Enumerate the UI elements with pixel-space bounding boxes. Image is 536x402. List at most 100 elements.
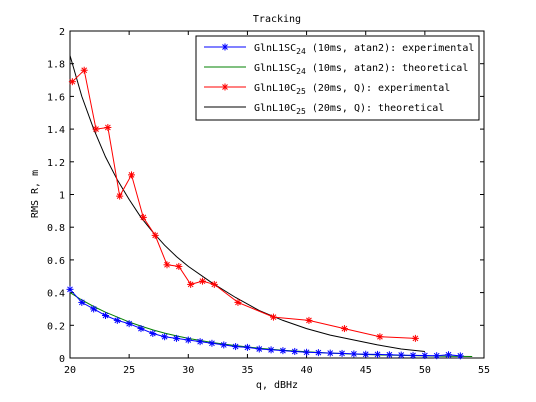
data-point <box>397 351 405 359</box>
x-tick-label: 25 <box>123 365 135 376</box>
data-point <box>385 351 393 359</box>
legend-label: GlnL10C25 (20ms, Q): theoretical <box>254 103 444 116</box>
data-point <box>187 280 195 288</box>
series-line <box>69 288 461 357</box>
legend-label-main: GlnL1SC <box>254 63 296 74</box>
legend-box <box>195 35 480 121</box>
data-point <box>291 347 299 355</box>
data-point <box>151 231 159 239</box>
data-point <box>210 280 218 288</box>
data-point <box>314 349 322 357</box>
data-point <box>350 350 358 358</box>
data-point <box>433 352 441 360</box>
legend-label-rest: (20ms, Q): theoretical <box>306 103 444 114</box>
series-layer <box>66 55 473 360</box>
x-tick-label: 35 <box>241 365 253 376</box>
data-point <box>421 352 429 360</box>
data-point <box>196 338 204 346</box>
x-tick-label: 50 <box>419 365 431 376</box>
legend-label-main: GlnL10C <box>254 103 296 114</box>
legend-label-rest: (10ms, atan2): theoretical <box>306 63 469 74</box>
data-point <box>303 348 311 356</box>
legend-marker <box>221 83 229 91</box>
legend-label-rest: (10ms, atan2): experimental <box>306 43 475 54</box>
x-tick-label: 55 <box>478 365 490 376</box>
data-point <box>445 351 453 359</box>
legend-label: GlnL1SC24 (10ms, atan2): theoretical <box>254 63 468 76</box>
legend-label: GlnL1SC24 (10ms, atan2): experimental <box>254 43 474 56</box>
x-tick-label: 30 <box>182 365 194 376</box>
data-point <box>184 336 192 344</box>
data-point <box>137 325 145 333</box>
legend-label-subscript: 24 <box>296 67 306 76</box>
data-point <box>338 349 346 357</box>
data-point <box>232 343 240 351</box>
y-tick-label: 1.6 <box>47 92 65 103</box>
y-tick-label: 1.4 <box>47 125 65 136</box>
series-line <box>69 55 425 352</box>
data-point <box>411 334 419 342</box>
data-point <box>68 78 76 86</box>
data-point <box>172 334 180 342</box>
data-point <box>113 316 121 324</box>
y-axis-title: RMS R, m <box>30 170 41 218</box>
legend-label-subscript: 24 <box>296 47 306 56</box>
y-tick-label: 0.2 <box>47 321 65 332</box>
data-point <box>92 125 100 133</box>
data-point <box>139 213 147 221</box>
data-point <box>78 298 86 306</box>
legend-label-main: GlnL1SC <box>254 43 296 54</box>
legend-label-main: GlnL10C <box>254 83 296 94</box>
y-tick-label: 0.8 <box>47 223 65 234</box>
x-tick-label: 45 <box>360 365 372 376</box>
legend-label-subscript: 25 <box>296 107 306 116</box>
data-point <box>326 349 334 357</box>
data-point <box>163 261 171 269</box>
y-tick-label: 1.8 <box>47 60 65 71</box>
data-point <box>234 298 242 306</box>
y-tick-label: 1 <box>59 191 65 202</box>
legend: GlnL1SC24 (10ms, atan2): experimentalGln… <box>195 35 480 121</box>
data-point <box>340 325 348 333</box>
legend-label-rest: (20ms, Q): experimental <box>306 83 451 94</box>
data-point <box>161 333 169 341</box>
data-point <box>128 171 136 179</box>
data-point <box>269 313 277 321</box>
data-point <box>279 347 287 355</box>
y-tick-label: 1.2 <box>47 158 65 169</box>
data-point <box>175 262 183 270</box>
data-point <box>362 350 370 358</box>
x-tick-label: 20 <box>64 365 76 376</box>
y-tick-label: 0 <box>59 354 65 365</box>
chart-title: Tracking <box>253 14 301 25</box>
data-point <box>104 123 112 131</box>
legend-label: GlnL10C25 (20ms, Q): experimental <box>254 83 450 96</box>
axis-ticks: 20 25 30 35 40 45 50 55 0 0.2 0.4 0.6 0.8 1 1.2 1.4 1.6 1… <box>47 27 490 376</box>
data-point <box>80 66 88 74</box>
y-tick-label: 0.6 <box>47 256 65 267</box>
data-point <box>125 320 133 328</box>
data-point <box>243 343 251 351</box>
y-tick-label: 2 <box>59 27 65 38</box>
data-point <box>149 329 157 337</box>
data-point <box>456 352 464 360</box>
data-point <box>198 277 206 285</box>
x-tick-label: 40 <box>301 365 313 376</box>
data-point <box>409 351 417 359</box>
data-point <box>66 285 74 293</box>
x-axis-title: q, dBHz <box>256 380 298 391</box>
y-tick-label: 0.4 <box>47 289 65 300</box>
data-point <box>208 339 216 347</box>
data-point <box>101 311 109 319</box>
data-point <box>116 192 124 200</box>
data-point <box>305 316 313 324</box>
data-point <box>374 350 382 358</box>
data-point <box>267 346 275 354</box>
data-point <box>90 305 98 313</box>
data-point <box>255 345 263 353</box>
data-point <box>220 341 228 349</box>
data-point <box>376 333 384 341</box>
legend-label-subscript: 25 <box>296 87 306 96</box>
legend-marker <box>221 43 229 51</box>
